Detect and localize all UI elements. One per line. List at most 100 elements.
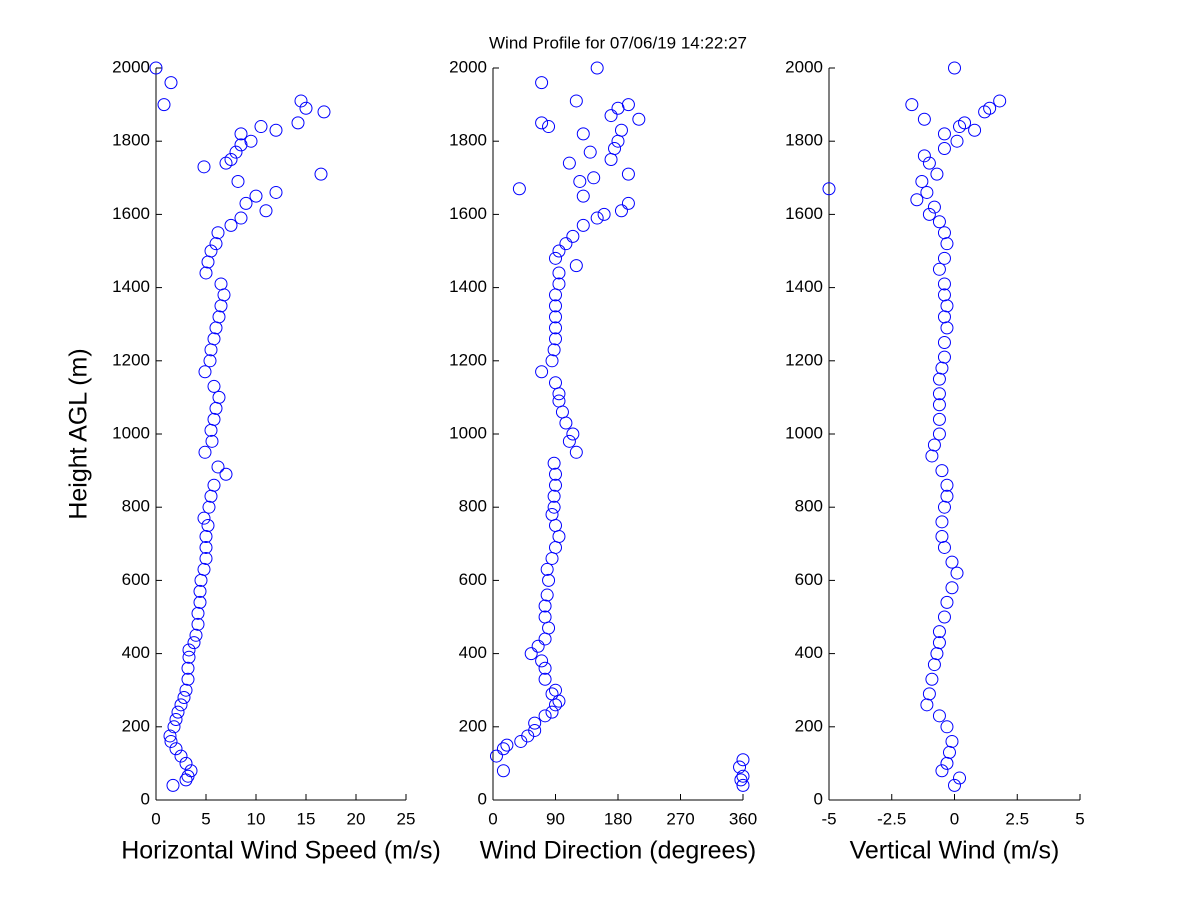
point [496,764,510,778]
point [214,277,228,291]
point [937,336,951,349]
y-tick-label: 2000 [112,57,150,76]
y-tick-label: 2000 [449,57,487,76]
y-tick-label: 1400 [112,277,150,296]
point [199,540,213,554]
y-tick-label: 1400 [785,277,823,296]
point [528,723,542,737]
y-tick-label: 1800 [112,131,150,150]
point [562,434,576,448]
point [211,226,225,240]
point [234,138,248,152]
point [948,778,961,792]
point [935,764,949,778]
y-tick-label: 200 [459,716,487,735]
point [234,211,248,225]
y-tick-label: 1200 [112,350,150,369]
y-tick-label: 200 [795,716,823,735]
point [540,588,554,602]
point [621,167,635,181]
point [234,127,248,141]
y-tick-label: 1800 [785,131,823,150]
point [993,94,1007,108]
x-tick-label: 20 [347,809,366,828]
point [181,661,195,675]
point [932,709,946,723]
point [547,456,561,470]
y-tick-label: 800 [122,497,150,516]
point [171,705,185,719]
point [269,123,283,137]
point [535,116,549,130]
point [157,98,171,112]
point [191,617,205,631]
point [538,709,552,723]
point [169,742,183,756]
point [562,156,576,170]
point [207,412,221,426]
point [174,698,188,712]
point [239,196,253,210]
point [177,691,191,705]
point [576,218,590,232]
point [202,500,216,514]
point [207,478,221,492]
point [937,142,951,156]
point [545,705,559,719]
point [935,515,949,529]
point [314,167,328,181]
point [549,299,562,313]
point [197,160,211,174]
point [932,215,946,229]
point [549,321,562,335]
point [822,182,836,196]
point [542,120,556,134]
point [198,445,212,459]
point [224,153,238,166]
point [538,672,552,686]
point [940,489,954,503]
point [552,244,566,258]
point [927,438,941,452]
y-tick-label: 2000 [785,57,823,76]
point [937,277,951,291]
point [489,749,503,763]
y-tick-label: 0 [814,789,823,808]
point [932,412,946,426]
y-tick-label: 600 [122,570,150,589]
point [937,251,951,265]
y-tick-label: 1200 [785,350,823,369]
point [608,142,622,156]
point [569,445,583,459]
point [915,174,929,188]
point [734,773,748,787]
point [189,628,203,642]
point [549,376,562,390]
y-tick-label: 1000 [112,423,150,442]
point [927,200,941,214]
point [932,636,946,650]
point [632,112,646,126]
point [197,511,211,525]
point [922,207,936,221]
y-tick-label: 1000 [785,423,823,442]
point [945,555,959,569]
point [203,354,217,368]
y-tick-label: 1800 [449,131,487,150]
point [496,742,510,756]
y-tick-label: 800 [459,497,487,516]
point [733,760,747,774]
point [184,764,198,778]
point [535,365,549,379]
point [948,61,961,75]
point [212,310,226,324]
point [224,218,238,232]
point [587,171,601,185]
point [201,519,215,532]
point [566,427,580,441]
y-tick-label: 600 [795,570,823,589]
point [535,654,549,668]
point [181,672,195,686]
point [207,332,221,346]
point [179,683,193,697]
